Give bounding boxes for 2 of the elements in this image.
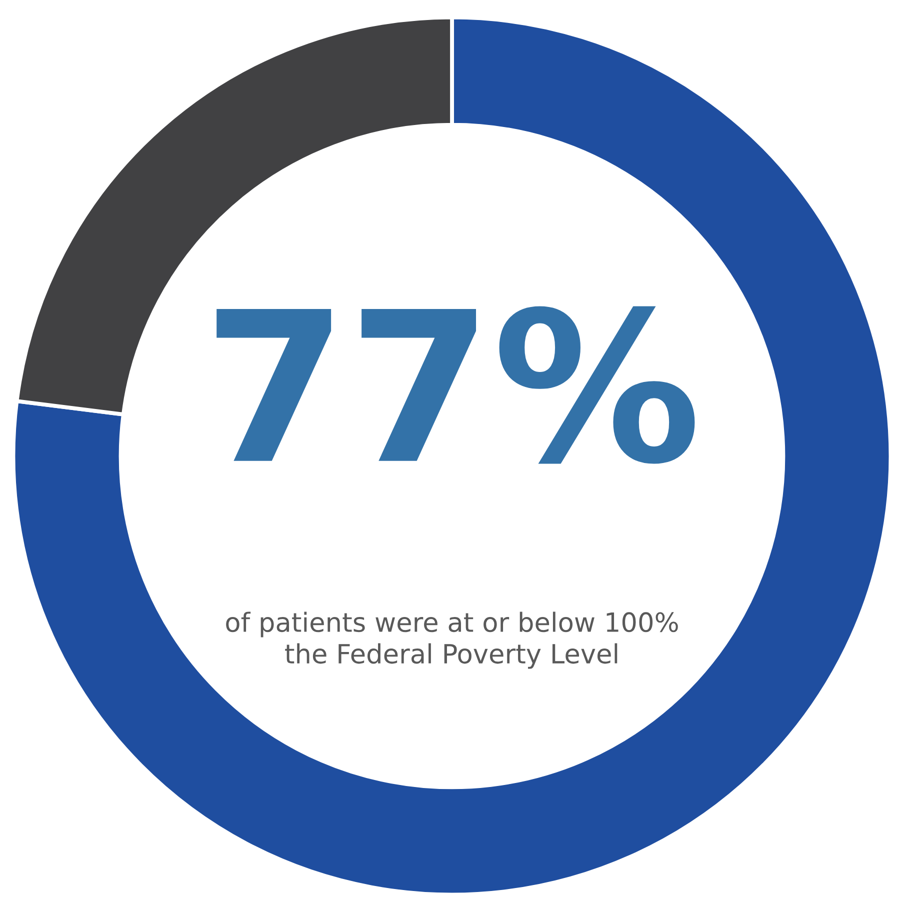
text: 77% — [216, 306, 695, 464]
text: of patients were at or below 100% the Federal Poverty Level — [226, 612, 678, 669]
